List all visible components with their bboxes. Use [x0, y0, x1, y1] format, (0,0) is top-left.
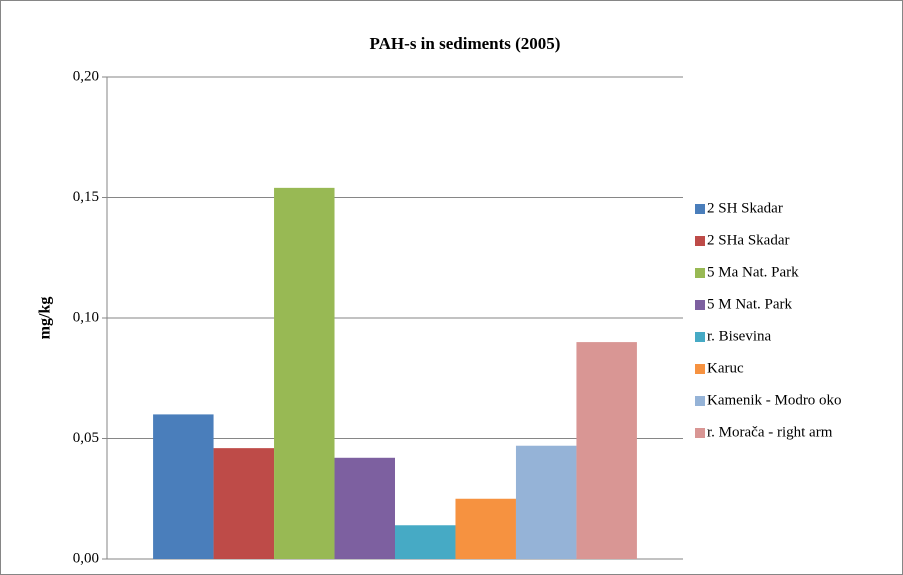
bar — [334, 457, 395, 559]
bar — [213, 448, 275, 559]
bar — [274, 187, 335, 560]
y-tick-label: 0,10 — [73, 309, 99, 325]
legend-swatch — [695, 364, 705, 374]
y-tick-label: 0,00 — [73, 550, 99, 566]
legend-swatch — [695, 268, 705, 278]
y-tick-label: 0,20 — [73, 68, 99, 84]
y-tick-label: 0,05 — [73, 430, 99, 446]
legend-label: r. Morača - right arm — [707, 424, 833, 440]
legend-label: 2 SHa Skadar — [707, 232, 790, 248]
bar — [455, 498, 516, 559]
y-axis-label: mg/kg — [37, 297, 54, 340]
legend-swatch — [695, 332, 705, 342]
chart-title: PAH-s in sediments (2005) — [370, 34, 561, 53]
legend-label: Kamenik - Modro oko — [707, 392, 842, 408]
legend-swatch — [695, 396, 705, 406]
legend-label: 5 Ma Nat. Park — [707, 264, 799, 280]
y-tick-label: 0,15 — [73, 189, 99, 205]
bar — [576, 342, 637, 559]
bar — [395, 525, 456, 559]
legend-swatch — [695, 300, 705, 310]
legend-swatch — [695, 204, 705, 214]
legend-swatch — [695, 428, 705, 438]
legend-swatch — [695, 236, 705, 246]
bar — [515, 445, 577, 559]
legend-label: Karuc — [707, 360, 744, 376]
legend-label: 5 M Nat. Park — [707, 296, 792, 312]
bar — [153, 414, 214, 559]
legend-label: 2 SH Skadar — [707, 200, 783, 216]
legend-label: r. Bisevina — [707, 328, 772, 344]
